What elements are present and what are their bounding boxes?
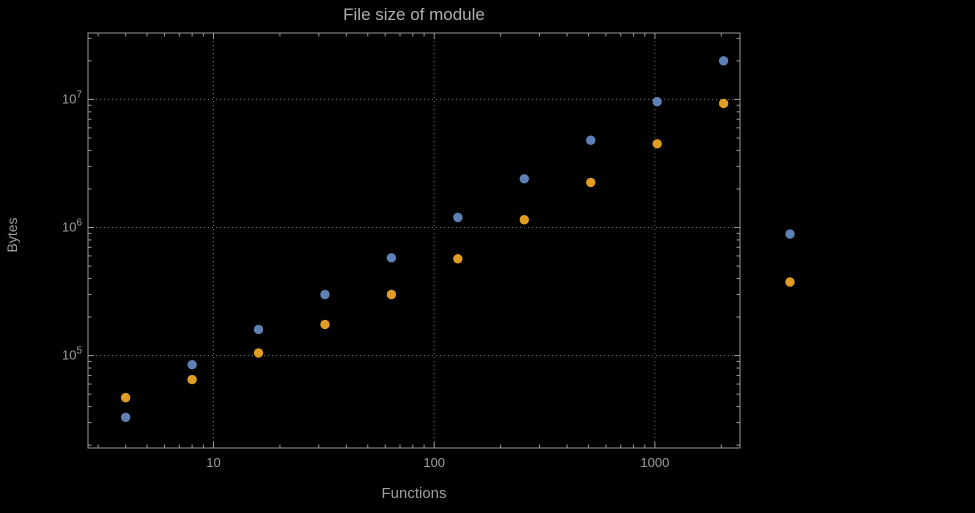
scatter-point-series-2 <box>187 374 197 385</box>
scatter-point-series-1 <box>320 289 330 300</box>
scatter-point-series-2 <box>386 289 397 300</box>
legend-marker <box>785 277 795 287</box>
scatter-point-series-1 <box>120 412 131 422</box>
scatter-point-series-2 <box>718 98 729 109</box>
scatter-point-series-2 <box>519 215 529 225</box>
x-tick-label: 10 <box>206 455 220 470</box>
y-tick-label: 106 <box>62 218 82 235</box>
scatter-point-series-2 <box>320 319 330 330</box>
x-tick-label: 100 <box>423 455 445 470</box>
scatter-point-series-2 <box>586 177 596 188</box>
scatter-point-series-1 <box>253 324 264 335</box>
chart-title: File size of module <box>343 5 485 24</box>
scatter-point-series-1 <box>453 212 463 223</box>
scatter-point-series-2 <box>652 139 662 149</box>
scatter-point-series-1 <box>187 359 197 370</box>
legend-marker <box>785 229 795 239</box>
scatter-point-series-1 <box>386 253 397 263</box>
x-tick-label: 1000 <box>640 455 669 470</box>
y-tick-label: 107 <box>62 89 82 106</box>
scatter-point-series-1 <box>652 96 662 107</box>
scatter-point-series-2 <box>253 348 264 358</box>
plot-frame <box>87 32 741 449</box>
scatter-point-series-2 <box>453 254 463 264</box>
scatter-point-series-2 <box>120 392 131 403</box>
scatter-point-series-1 <box>519 174 529 184</box>
scatter-point-series-1 <box>718 56 729 66</box>
x-axis-label: Functions <box>381 485 447 502</box>
scatter-point-series-1 <box>586 135 596 145</box>
y-tick-label: 105 <box>62 346 82 363</box>
